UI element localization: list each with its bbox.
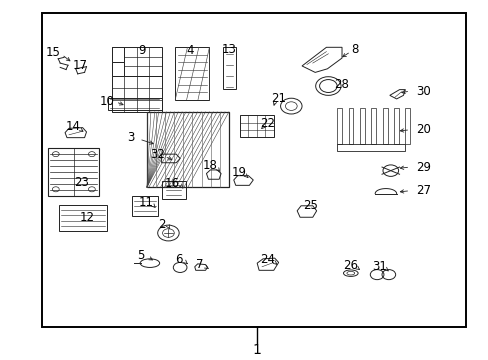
Text: 26: 26 <box>343 259 358 272</box>
Text: 16: 16 <box>164 177 180 190</box>
Text: 19: 19 <box>232 166 246 179</box>
Text: 4: 4 <box>186 44 193 57</box>
Text: 31: 31 <box>372 260 386 273</box>
Text: 8: 8 <box>350 42 358 55</box>
Text: 27: 27 <box>415 184 430 197</box>
Bar <box>42 13 466 327</box>
Text: 29: 29 <box>415 161 430 174</box>
Text: 28: 28 <box>334 78 349 91</box>
Text: 9: 9 <box>138 44 145 57</box>
Text: 24: 24 <box>260 253 275 266</box>
Polygon shape <box>112 47 124 62</box>
Text: 14: 14 <box>65 120 80 134</box>
Text: 11: 11 <box>138 197 153 210</box>
Text: 1: 1 <box>252 343 261 357</box>
Text: 7: 7 <box>196 258 203 271</box>
Text: 20: 20 <box>415 123 430 136</box>
Text: 12: 12 <box>80 211 95 225</box>
Text: 21: 21 <box>270 93 285 105</box>
Text: 2: 2 <box>158 218 165 231</box>
Text: 15: 15 <box>46 46 61 59</box>
Text: 32: 32 <box>150 148 165 161</box>
Text: 23: 23 <box>74 176 88 189</box>
Text: 10: 10 <box>100 95 114 108</box>
Polygon shape <box>112 62 124 76</box>
Text: 18: 18 <box>203 159 217 172</box>
Text: 5: 5 <box>137 249 144 262</box>
Text: 6: 6 <box>175 253 183 266</box>
Text: 30: 30 <box>415 85 430 98</box>
Text: 3: 3 <box>126 131 134 144</box>
Text: 17: 17 <box>73 59 87 72</box>
Text: 13: 13 <box>221 42 236 55</box>
Text: 22: 22 <box>260 117 275 130</box>
Text: 25: 25 <box>302 199 317 212</box>
